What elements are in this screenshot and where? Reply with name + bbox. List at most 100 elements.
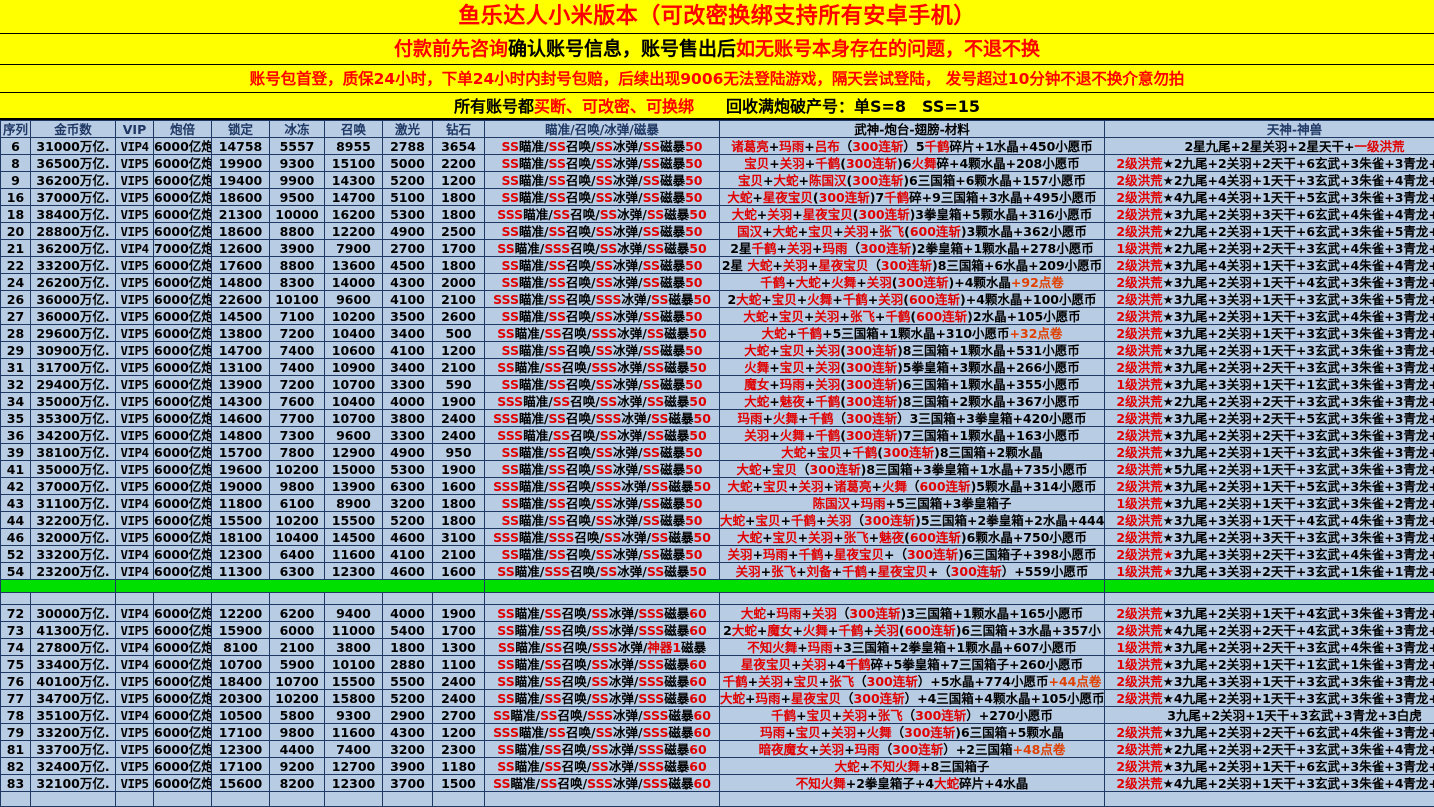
cell-pao: 6000亿炮 [154,410,212,427]
cell-ice: 4400 [270,741,325,758]
cell-summon: 10700 [325,376,383,393]
cell-god: 2级洪荒★3九尾+3关羽+1天干+3玄武+3朱雀+3青龙+3白虎 [1105,673,1434,690]
cell-vip: VIP5 [116,690,154,707]
cell-god: 1级洪荒★3九尾+2关羽+2天干+3玄武+4朱雀+3青龙+2白虎 [1105,639,1434,656]
cell-material: 大蛇+宝贝（300连斩)8三国箱+3拳皇箱+1水晶+735小愿币 [720,461,1105,478]
cell-lock: 19900 [212,155,270,172]
cell-god: 2级洪荒★4九尾+4关羽+1天干+5玄武+3朱雀+3青龙+3白虎 [1105,189,1434,206]
cell-gold: 33200万亿. [31,257,116,274]
cell-vip: VIP5 [116,274,154,291]
cell-pao: 6000亿炮 [154,673,212,690]
cell-vip: VIP5 [116,478,154,495]
cell-laser: 4100 [383,291,433,308]
cell-diamond: 1800 [433,189,485,206]
cell-material: 2大蛇+宝贝+火舞+千鹤+关羽(600连斩)+4颗水晶+100小愿币 [720,291,1105,308]
cell-summon: 10900 [325,359,383,376]
cell-summon: 16200 [325,206,383,223]
cell-aim: SS瞄准/SS召唤/SS冰弹/SS磁暴50 [485,172,720,189]
cell-aim: SS瞄准/SSS召唤/SS冰弹/SS磁暴50 [485,563,720,580]
col-header-seq: 序列 [1,121,31,138]
cell-god: 2级洪荒★3九尾+2关羽+1天干+6玄武+3朱雀+3青龙+3白虎 [1105,758,1434,775]
cell-laser: 4600 [383,529,433,546]
cell-aim: SS瞄准/SS召唤/SS冰弹/SSS磁暴60 [485,741,720,758]
cell-ice: 6000 [270,622,325,639]
cell-diamond: 1200 [433,724,485,741]
cell-pao: 6000亿炮 [154,724,212,741]
col-header-material-red: 武神 [854,122,879,137]
cell-summon: 9600 [325,291,383,308]
cell-gold: 32000万亿. [31,529,116,546]
cell-material: 大蛇+魅夜+千鹤(300连斩)8三国箱+2颗水晶+367小愿币 [720,393,1105,410]
cell-seq: 8 [1,155,31,172]
cell-seq: 9 [1,172,31,189]
cell-ice: 6300 [270,563,325,580]
cell-aim: SS瞄准/SS召唤/SS冰弹/SS磁暴50 [485,308,720,325]
cell-laser: 3400 [383,325,433,342]
cell-vip: VIP5 [116,775,154,792]
cell-gold: 32200万亿. [31,512,116,529]
cell-vip: VIP5 [116,410,154,427]
cell-material: 大蛇+不知火舞+8三国箱子 [720,758,1105,775]
cell-laser: 2700 [383,240,433,257]
cell-ice: 9900 [270,172,325,189]
cell-aim: SS瞄准/SS召唤/SS冰弹/SS磁暴50 [485,546,720,563]
cell-gold: 33400万亿. [31,656,116,673]
cell-aim: SSS瞄准/SS召唤/SSS冰弹/SS磁暴50 [485,478,720,495]
cell-diamond: 1180 [433,758,485,775]
banner-policy-notice: 所有账号都买断、可改密、可换绑 回收满炮破产号：单S=8 SS=15 [0,93,1434,120]
cell-summon: 15100 [325,155,383,172]
cell-gold: 26200万亿. [31,274,116,291]
cell-aim: SSS瞄准/SS召唤/SS冰弹/SS磁暴50 [485,393,720,410]
cell-god: 2级洪荒★3九尾+2关羽+3天干+3玄武+3朱雀+3青龙+5白虎 [1105,529,1434,546]
cell-vip: VIP5 [116,257,154,274]
cell-diamond: 1900 [433,461,485,478]
cell-material: 玛雨+宝贝+关羽+火舞（300连斩)6三国箱+5颗水晶 [720,724,1105,741]
cell-aim: SS瞄准/SS召唤/SS冰弹/SS磁暴50 [485,495,720,512]
cell-material: 不知火舞+2拳皇箱子+4大蛇碎片+4水晶 [720,775,1105,792]
cell-aim: SS瞄准/SS召唤/SS冰弹/SS磁暴50 [485,376,720,393]
cell-ice: 10700 [270,673,325,690]
cell-god: 2级洪荒★3九尾+2关羽+2天干+3玄武+3朱雀+3青龙+3白虎 [1105,427,1434,444]
cell-god: 2级洪荒★3九尾+2关羽+1天干+3玄武+3朱雀+3青龙+3白虎 [1105,444,1434,461]
cell-material: 大蛇+宝贝+关羽+张飞+魅夜(600连斩)6颗水晶+750小愿币 [720,529,1105,546]
cell-gold: 34200万亿. [31,427,116,444]
cell-diamond: 1800 [433,257,485,274]
